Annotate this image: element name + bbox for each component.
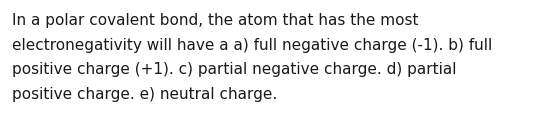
Text: positive charge. e) neutral charge.: positive charge. e) neutral charge.	[12, 87, 277, 102]
Text: electronegativity will have a a) full negative charge (-1). b) full: electronegativity will have a a) full ne…	[12, 38, 492, 53]
Text: positive charge (+1). c) partial negative charge. d) partial: positive charge (+1). c) partial negativ…	[12, 62, 456, 77]
Text: In a polar covalent bond, the atom that has the most: In a polar covalent bond, the atom that …	[12, 13, 418, 28]
